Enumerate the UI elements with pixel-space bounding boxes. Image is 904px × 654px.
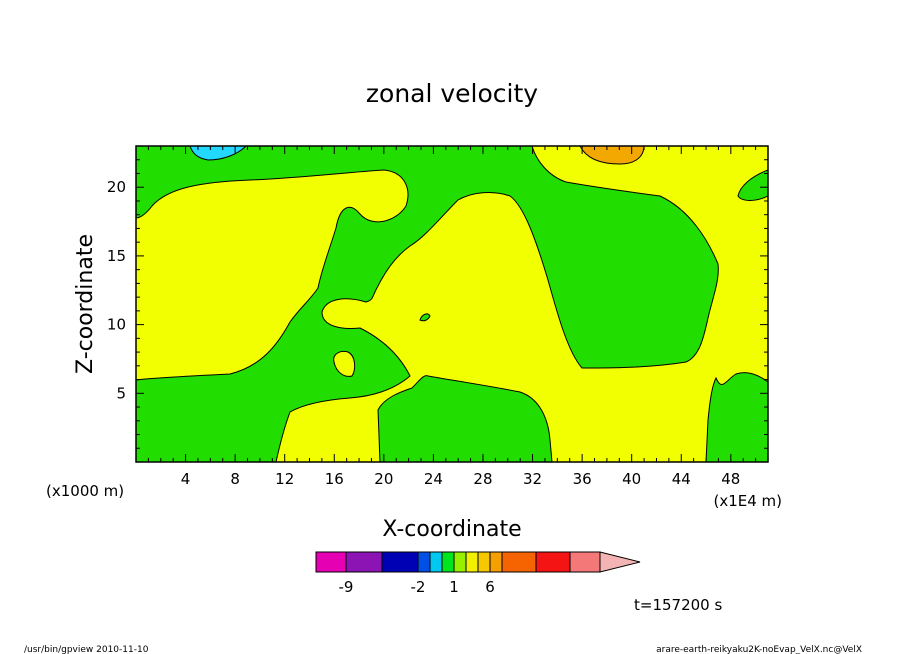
colorbar-cell bbox=[489, 551, 503, 573]
colorbar-label: -2 bbox=[411, 578, 426, 596]
colorbar-label: 6 bbox=[485, 578, 495, 596]
colorbar-cell bbox=[381, 551, 419, 573]
region-green-right-edge bbox=[737, 169, 768, 201]
y-axis-label: Z-coordinate bbox=[73, 234, 98, 374]
colorbar bbox=[315, 551, 641, 573]
colorbar-cell bbox=[429, 551, 443, 573]
x-axis-label: X-coordinate bbox=[382, 517, 521, 542]
x-tick-label: 24 bbox=[424, 470, 443, 488]
colorbar-cell bbox=[315, 551, 347, 573]
colorbar-label: -9 bbox=[339, 578, 354, 596]
x-tick-label: 28 bbox=[473, 470, 492, 488]
region-green-bottom-right bbox=[705, 372, 768, 462]
colorbar-arrow bbox=[599, 551, 641, 573]
y-tick-label: 20 bbox=[107, 178, 126, 196]
time-label: t=157200 s bbox=[634, 596, 722, 614]
plot-frame bbox=[135, 145, 769, 463]
footer-left: /usr/bin/gpview 2010-11-10 bbox=[24, 645, 149, 654]
x-unit-left: (x1000 m) bbox=[46, 482, 124, 500]
y-tick-labels: 5 10 15 20 bbox=[107, 178, 126, 402]
x-tick-label: 48 bbox=[721, 470, 740, 488]
x-tick-label: 8 bbox=[230, 470, 240, 488]
region-orange-top-right bbox=[579, 146, 645, 165]
y-tick-label: 15 bbox=[107, 247, 126, 265]
colorbar-cell bbox=[477, 551, 491, 573]
colorbar-cell bbox=[569, 551, 601, 573]
x-tick-label: 16 bbox=[325, 470, 344, 488]
x-tick-labels: 4 8 12 16 20 24 28 32 36 40 44 48 bbox=[181, 470, 741, 488]
colorbar-label: 1 bbox=[449, 578, 459, 596]
region-green-bottom-center bbox=[377, 375, 553, 462]
colorbar-cell bbox=[441, 551, 455, 573]
colorbar-cell bbox=[465, 551, 479, 573]
region-green-small-patch bbox=[419, 313, 431, 322]
colorbar-cell bbox=[453, 551, 467, 573]
x-tick-label: 32 bbox=[523, 470, 542, 488]
colorbar-cell bbox=[417, 551, 431, 573]
region-cyan-top-left bbox=[189, 146, 247, 161]
colorbar-cell bbox=[501, 551, 537, 573]
x-tick-label: 40 bbox=[622, 470, 641, 488]
x-tick-label: 20 bbox=[374, 470, 393, 488]
region-yellow-hole-left bbox=[333, 351, 356, 377]
footer-right: arare-earth-reikyaku2K-noEvap_VelX.nc@Ve… bbox=[656, 645, 862, 654]
axis-ticks bbox=[136, 146, 768, 462]
x-unit-right: (x1E4 m) bbox=[713, 492, 782, 510]
x-tick-label: 12 bbox=[275, 470, 294, 488]
plot-regions bbox=[136, 146, 768, 462]
region-green-top-band bbox=[136, 146, 719, 462]
colorbar-labels: -9 -2 1 6 bbox=[339, 578, 495, 596]
chart-title: zonal velocity bbox=[366, 79, 538, 108]
x-tick-label: 4 bbox=[181, 470, 191, 488]
colorbar-cell bbox=[345, 551, 383, 573]
y-tick-label: 5 bbox=[116, 384, 126, 402]
y-tick-label: 10 bbox=[107, 316, 126, 334]
x-tick-label: 44 bbox=[672, 470, 691, 488]
x-tick-label: 36 bbox=[573, 470, 592, 488]
colorbar-cell bbox=[535, 551, 571, 573]
